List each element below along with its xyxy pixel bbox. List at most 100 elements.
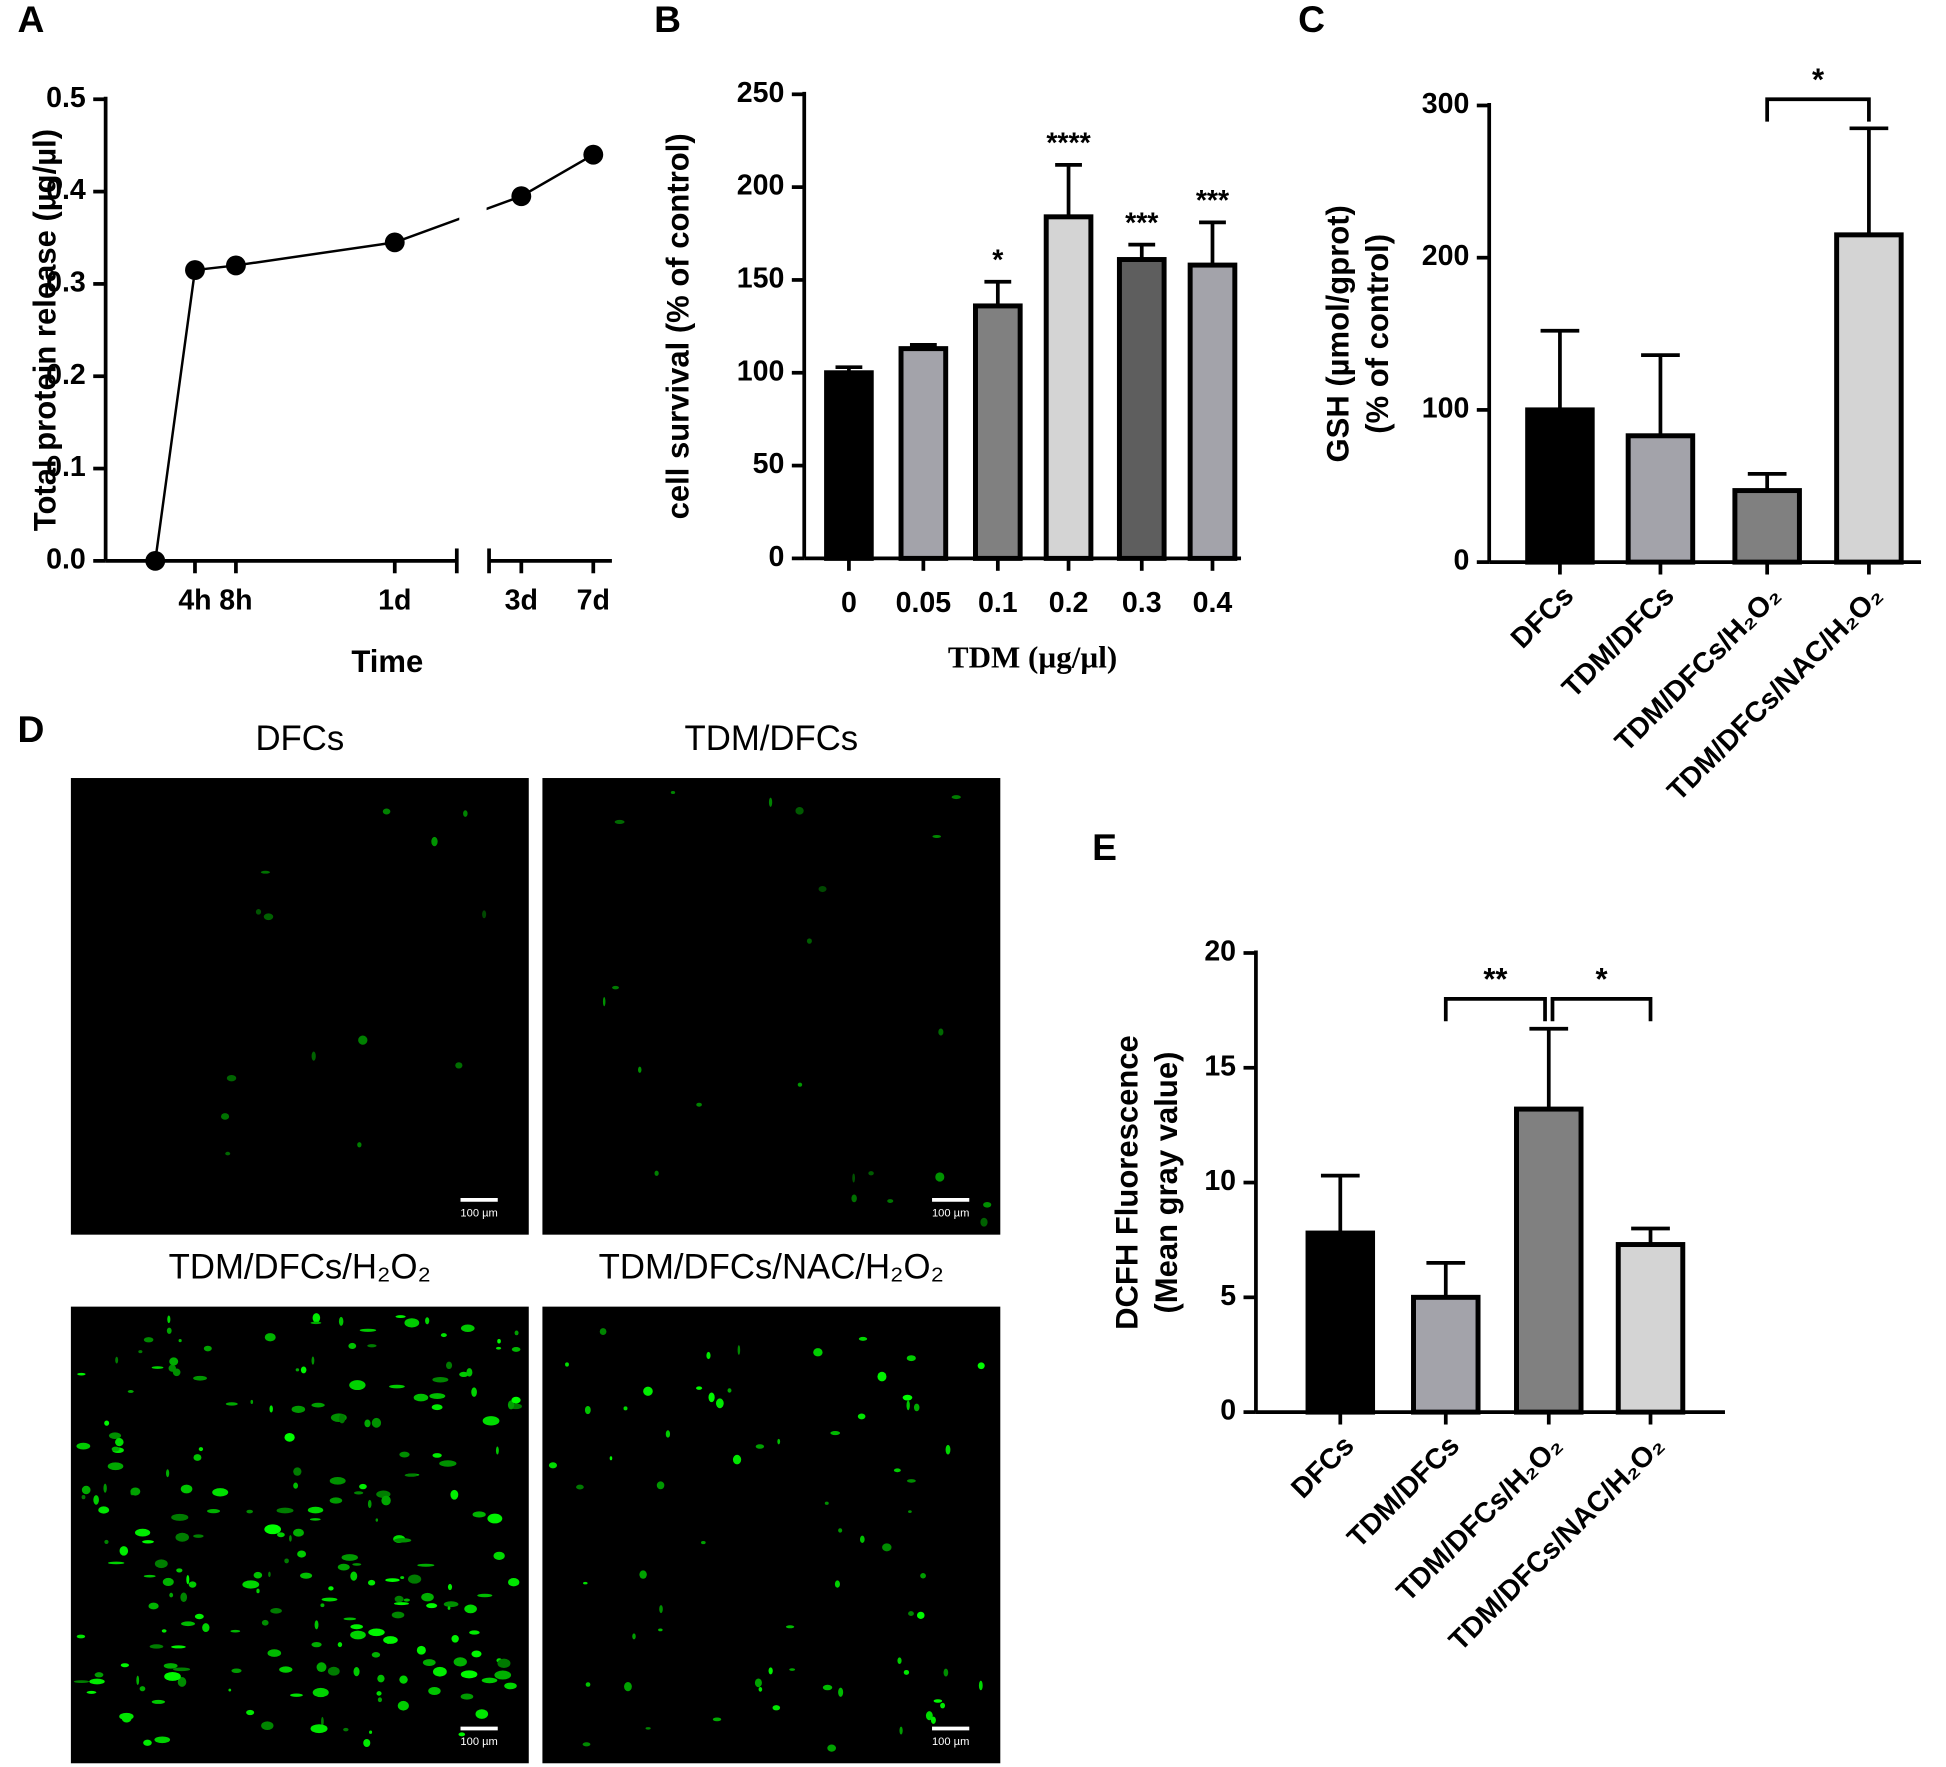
x-tick-label: 7d — [577, 584, 610, 616]
y-tick-label: 0.2 — [46, 359, 86, 391]
cell — [363, 1739, 371, 1748]
cell — [497, 1658, 511, 1669]
panel-letter: B — [654, 0, 681, 40]
y-tick-label: 50 — [753, 448, 785, 480]
cell — [432, 1453, 442, 1458]
y-tick-label: 300 — [1422, 88, 1470, 120]
y-tick-label: 0.1 — [46, 451, 86, 483]
y-tick-label: 250 — [737, 77, 785, 109]
point — [384, 232, 405, 253]
cell — [371, 1417, 382, 1428]
cell — [447, 1606, 451, 1610]
point — [583, 144, 604, 165]
cell — [98, 1506, 110, 1514]
cell — [337, 1642, 343, 1648]
cell — [659, 1605, 663, 1614]
cell — [367, 1499, 372, 1509]
cell — [482, 1416, 500, 1426]
cell — [343, 1617, 357, 1621]
cell — [421, 1592, 434, 1602]
cell — [171, 1645, 186, 1649]
cell — [329, 1477, 346, 1485]
cell — [338, 1316, 344, 1326]
cell — [945, 1444, 951, 1455]
significance: *** — [1125, 207, 1159, 239]
cell — [897, 1657, 902, 1665]
cell — [877, 1371, 887, 1382]
cell — [453, 1657, 467, 1667]
scale-bar-label: 100 µm — [460, 1736, 497, 1748]
cell — [395, 1315, 406, 1319]
cell — [341, 1554, 358, 1561]
cell — [228, 1688, 232, 1692]
cell — [899, 1726, 903, 1735]
cell — [127, 1390, 134, 1393]
y-tick-label: 0 — [769, 541, 785, 573]
cell — [818, 885, 827, 893]
x-tick-label: DFCs — [1505, 580, 1580, 655]
x-tick-label: 0.3 — [1122, 587, 1162, 619]
cell — [202, 1623, 210, 1633]
bar — [1834, 232, 1904, 565]
y-tick-label: 20 — [1204, 936, 1236, 968]
panel-letter: A — [18, 0, 45, 40]
cell — [264, 1524, 282, 1535]
y-tick-label: 0.0 — [46, 543, 86, 575]
cell — [369, 1730, 373, 1734]
y-tick-label: 5 — [1220, 1280, 1236, 1312]
cell — [307, 1506, 324, 1514]
cell — [149, 1644, 164, 1649]
x-axis-title: Time — [351, 644, 423, 679]
cell — [242, 1580, 260, 1589]
cell — [882, 1543, 892, 1552]
point — [185, 260, 205, 280]
cell — [469, 1630, 480, 1635]
y-tick-label: 200 — [737, 170, 785, 202]
cell — [193, 1454, 202, 1461]
y-axis-title: DCFH Fluorescence — [1110, 1035, 1145, 1330]
cell — [169, 1592, 174, 1598]
cell — [938, 1028, 944, 1036]
cell — [548, 1462, 557, 1469]
cell — [439, 1460, 457, 1467]
cell — [81, 1485, 91, 1495]
cell — [86, 1690, 97, 1694]
cell — [177, 1677, 187, 1687]
cell — [73, 1680, 90, 1684]
cell — [797, 1082, 803, 1087]
cell — [225, 1151, 231, 1156]
cell — [389, 1384, 405, 1389]
cell — [263, 913, 274, 921]
cell — [115, 1438, 124, 1447]
cell — [715, 1398, 724, 1409]
bar — [1615, 1242, 1686, 1415]
cell — [94, 1672, 104, 1678]
cell — [943, 1668, 949, 1677]
cell — [712, 1717, 722, 1722]
cell — [255, 909, 262, 915]
cell — [161, 1629, 167, 1633]
cell — [293, 1467, 302, 1476]
cell — [400, 1576, 405, 1579]
cell — [310, 1321, 322, 1325]
point — [225, 255, 246, 276]
cell — [119, 1546, 129, 1556]
cell — [76, 1442, 91, 1450]
y-tick-label: 0.3 — [46, 266, 86, 298]
cell — [289, 1535, 292, 1542]
cell — [314, 1620, 319, 1630]
cell — [143, 1739, 152, 1746]
cell — [166, 1469, 170, 1478]
cell — [176, 1568, 183, 1573]
cell — [180, 1484, 193, 1494]
cell — [951, 795, 961, 800]
cell — [482, 910, 487, 919]
cell — [471, 1650, 482, 1658]
scale-bar-label: 100 µm — [460, 1208, 497, 1220]
cell — [983, 1201, 992, 1208]
cell — [638, 1066, 642, 1073]
cell — [327, 1666, 340, 1676]
cell — [312, 1687, 329, 1698]
cell — [175, 1532, 190, 1542]
cell — [194, 1613, 204, 1620]
